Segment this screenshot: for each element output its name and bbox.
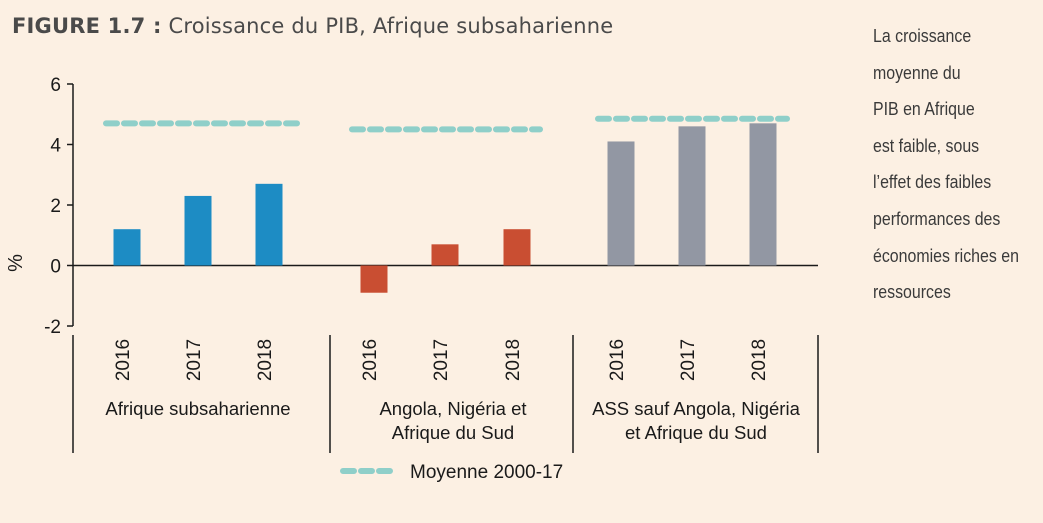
bar [607,141,635,266]
side-note: La croissance moyenne du PIB en Afrique est… [873,18,1019,311]
x-tick-label: 2017 [184,339,205,381]
x-tick-label: 2018 [255,339,276,381]
y-tick-label: 4 [50,136,61,157]
x-tick-label: 2017 [678,339,699,381]
bar [113,229,141,266]
bar [678,126,706,266]
bar [184,195,212,266]
x-tick-label: 2016 [113,339,134,381]
chart-title: FIGURE 1.7 : Croissance du PIB, Afrique … [12,14,613,38]
group-label: et Afrique du Sud [625,422,767,443]
bar [255,183,283,266]
bar [749,123,777,266]
side-note-line: ressources [873,281,951,303]
side-note-line: moyenne du [873,61,961,83]
group-label: Afrique du Sud [392,422,514,443]
side-note-line: PIB en Afrique [873,98,975,120]
side-note-line: La croissance [873,25,972,46]
x-tick-label: 2016 [360,339,381,381]
bar [431,244,459,266]
y-tick-label: 2 [50,196,61,217]
side-note-line: performances des [873,207,1001,229]
y-tick-label: 6 [50,75,61,96]
side-note-line: l’effet des faibles [873,171,992,193]
x-tick-label: 2016 [607,339,628,381]
bar [360,265,388,293]
figure-number: FIGURE 1.7 : [12,14,162,38]
bar [503,229,531,266]
legend-label: Moyenne 2000-17 [410,462,563,483]
figure-title-text: Croissance du PIB, Afrique subsaharienne [168,14,614,38]
side-note-line: économies riches en [873,244,1019,266]
group-label: ASS sauf Angola, Nigéria [592,398,800,419]
side-note-line: est faible, sous [873,134,980,156]
x-tick-label: 2018 [503,339,524,381]
group-label: Afrique subsaharienne [105,398,290,419]
x-tick-label: 2018 [749,339,770,381]
y-axis-label: % [5,254,27,272]
y-tick-label: 0 [50,257,61,278]
x-tick-label: 2017 [431,339,452,381]
group-label: Angola, Nigéria et [379,398,526,419]
y-tick-label: -2 [44,317,61,338]
